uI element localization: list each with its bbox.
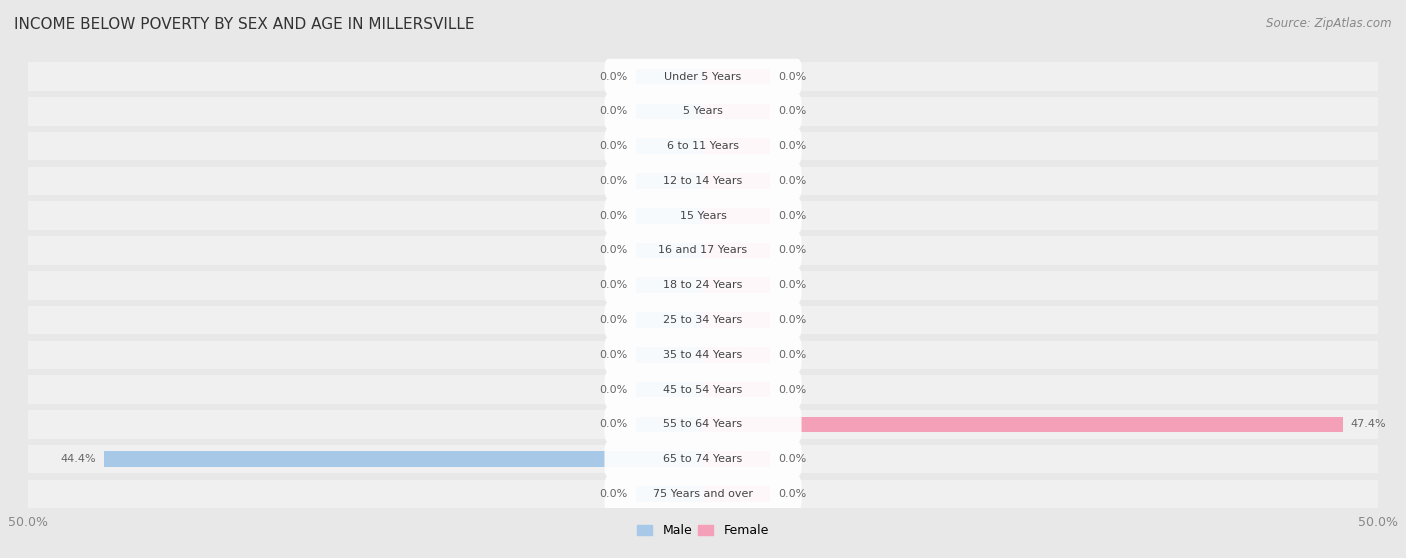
FancyBboxPatch shape bbox=[605, 441, 801, 477]
Bar bbox=[703, 243, 770, 258]
Text: 65 to 74 Years: 65 to 74 Years bbox=[664, 454, 742, 464]
Text: 25 to 34 Years: 25 to 34 Years bbox=[664, 315, 742, 325]
Bar bbox=[703, 312, 770, 328]
Bar bbox=[703, 451, 770, 467]
Text: 0.0%: 0.0% bbox=[599, 420, 627, 429]
Text: Under 5 Years: Under 5 Years bbox=[665, 71, 741, 81]
Text: 18 to 24 Years: 18 to 24 Years bbox=[664, 280, 742, 290]
Text: 75 Years and over: 75 Years and over bbox=[652, 489, 754, 499]
Bar bbox=[636, 69, 703, 84]
Bar bbox=[28, 62, 1378, 91]
FancyBboxPatch shape bbox=[605, 337, 801, 373]
Text: 0.0%: 0.0% bbox=[599, 246, 627, 256]
Text: 0.0%: 0.0% bbox=[599, 315, 627, 325]
Bar bbox=[703, 277, 770, 293]
Text: 0.0%: 0.0% bbox=[599, 350, 627, 360]
Text: 15 Years: 15 Years bbox=[679, 211, 727, 221]
Bar bbox=[703, 347, 770, 363]
Bar bbox=[703, 138, 770, 154]
Text: INCOME BELOW POVERTY BY SEX AND AGE IN MILLERSVILLE: INCOME BELOW POVERTY BY SEX AND AGE IN M… bbox=[14, 17, 475, 32]
FancyBboxPatch shape bbox=[605, 372, 801, 407]
Text: 44.4%: 44.4% bbox=[60, 454, 96, 464]
Text: 6 to 11 Years: 6 to 11 Years bbox=[666, 141, 740, 151]
FancyBboxPatch shape bbox=[605, 59, 801, 94]
Bar bbox=[636, 277, 703, 293]
Bar bbox=[703, 173, 770, 189]
FancyBboxPatch shape bbox=[605, 94, 801, 129]
Text: 0.0%: 0.0% bbox=[779, 350, 807, 360]
Text: 55 to 64 Years: 55 to 64 Years bbox=[664, 420, 742, 429]
FancyBboxPatch shape bbox=[605, 267, 801, 303]
Bar bbox=[28, 480, 1378, 508]
Text: 5 Years: 5 Years bbox=[683, 107, 723, 117]
Text: 0.0%: 0.0% bbox=[599, 211, 627, 221]
Bar bbox=[28, 445, 1378, 473]
Text: 35 to 44 Years: 35 to 44 Years bbox=[664, 350, 742, 360]
Text: 0.0%: 0.0% bbox=[779, 246, 807, 256]
Bar bbox=[636, 138, 703, 154]
Text: 0.0%: 0.0% bbox=[599, 384, 627, 395]
Text: 0.0%: 0.0% bbox=[779, 489, 807, 499]
Bar bbox=[703, 104, 770, 119]
Bar bbox=[703, 416, 1343, 432]
Text: 47.4%: 47.4% bbox=[1351, 420, 1386, 429]
Bar bbox=[28, 410, 1378, 439]
Text: 0.0%: 0.0% bbox=[599, 489, 627, 499]
Text: 0.0%: 0.0% bbox=[779, 211, 807, 221]
FancyBboxPatch shape bbox=[605, 128, 801, 164]
Bar bbox=[703, 382, 770, 397]
Text: 0.0%: 0.0% bbox=[779, 176, 807, 186]
Bar bbox=[28, 306, 1378, 334]
Bar bbox=[636, 104, 703, 119]
Bar bbox=[104, 451, 703, 467]
Bar bbox=[703, 69, 770, 84]
FancyBboxPatch shape bbox=[605, 163, 801, 199]
Bar bbox=[636, 416, 703, 432]
Text: 0.0%: 0.0% bbox=[779, 454, 807, 464]
Text: 12 to 14 Years: 12 to 14 Years bbox=[664, 176, 742, 186]
Bar bbox=[28, 376, 1378, 404]
Bar bbox=[636, 312, 703, 328]
Legend: Male, Female: Male, Female bbox=[633, 519, 773, 542]
Text: 0.0%: 0.0% bbox=[779, 107, 807, 117]
FancyBboxPatch shape bbox=[605, 406, 801, 442]
Text: Source: ZipAtlas.com: Source: ZipAtlas.com bbox=[1267, 17, 1392, 30]
FancyBboxPatch shape bbox=[605, 476, 801, 512]
Text: 0.0%: 0.0% bbox=[599, 176, 627, 186]
Text: 0.0%: 0.0% bbox=[599, 71, 627, 81]
Bar bbox=[636, 486, 703, 502]
Bar bbox=[636, 208, 703, 224]
Bar bbox=[28, 201, 1378, 230]
Bar bbox=[28, 340, 1378, 369]
Text: 16 and 17 Years: 16 and 17 Years bbox=[658, 246, 748, 256]
Bar bbox=[28, 132, 1378, 161]
Bar bbox=[703, 486, 770, 502]
Text: 0.0%: 0.0% bbox=[779, 315, 807, 325]
FancyBboxPatch shape bbox=[605, 233, 801, 268]
FancyBboxPatch shape bbox=[605, 302, 801, 338]
Bar bbox=[636, 382, 703, 397]
Bar bbox=[28, 97, 1378, 126]
Text: 0.0%: 0.0% bbox=[599, 280, 627, 290]
Bar bbox=[28, 167, 1378, 195]
Text: 0.0%: 0.0% bbox=[599, 141, 627, 151]
Text: 0.0%: 0.0% bbox=[779, 141, 807, 151]
Text: 45 to 54 Years: 45 to 54 Years bbox=[664, 384, 742, 395]
Bar bbox=[703, 208, 770, 224]
Text: 0.0%: 0.0% bbox=[779, 384, 807, 395]
Text: 0.0%: 0.0% bbox=[779, 280, 807, 290]
Bar bbox=[28, 236, 1378, 264]
Bar bbox=[636, 347, 703, 363]
FancyBboxPatch shape bbox=[605, 198, 801, 234]
Bar bbox=[28, 271, 1378, 300]
Bar bbox=[636, 243, 703, 258]
Bar bbox=[636, 173, 703, 189]
Text: 0.0%: 0.0% bbox=[779, 71, 807, 81]
Text: 0.0%: 0.0% bbox=[599, 107, 627, 117]
